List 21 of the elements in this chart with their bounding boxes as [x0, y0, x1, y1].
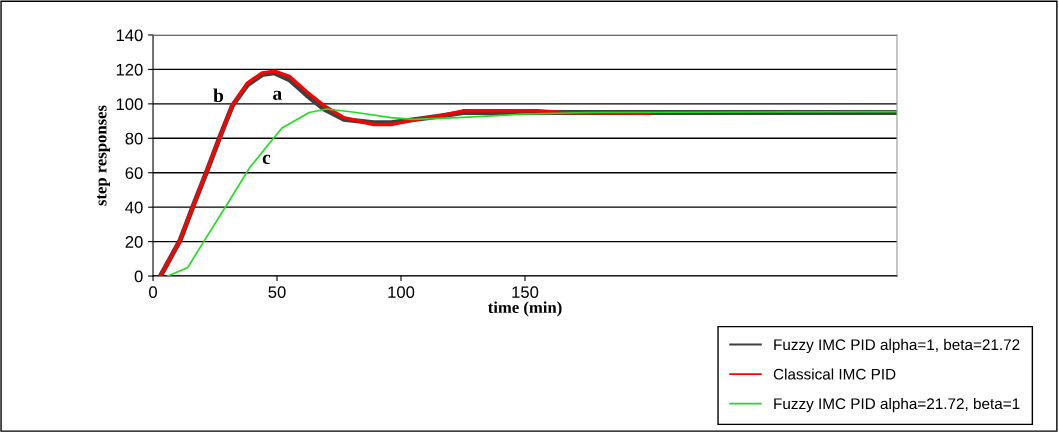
x-tick-label: 100: [388, 286, 415, 299]
legend-label: Fuzzy IMC PID alpha=21.72, beta=1: [774, 397, 1020, 413]
y-tick-label: 120: [116, 63, 143, 76]
y-axis-title: step responses: [97, 105, 110, 206]
y-tick-label: 60: [125, 167, 143, 179]
y-tick-label: 20: [125, 236, 143, 248]
annotation: a: [273, 90, 282, 100]
y-tick-label: 0: [134, 270, 143, 283]
x-tick-label: 50: [268, 286, 286, 299]
annotation: b: [213, 88, 224, 103]
legend-label: Fuzzy IMC PID alpha=1, beta=21.72: [774, 338, 1020, 354]
x-tick-label: 0: [149, 286, 158, 299]
x-axis-title: time (min): [488, 301, 562, 317]
y-tick-label: 140: [116, 29, 143, 42]
legend-label: Classical IMC PID: [773, 368, 896, 380]
annotation: c: [262, 154, 271, 165]
x-tick-label: 150: [512, 286, 539, 299]
y-tick-label: 40: [125, 201, 143, 214]
y-tick-label: 80: [125, 132, 143, 145]
y-tick-label: 100: [116, 98, 143, 111]
line-series: [167, 108, 897, 277]
